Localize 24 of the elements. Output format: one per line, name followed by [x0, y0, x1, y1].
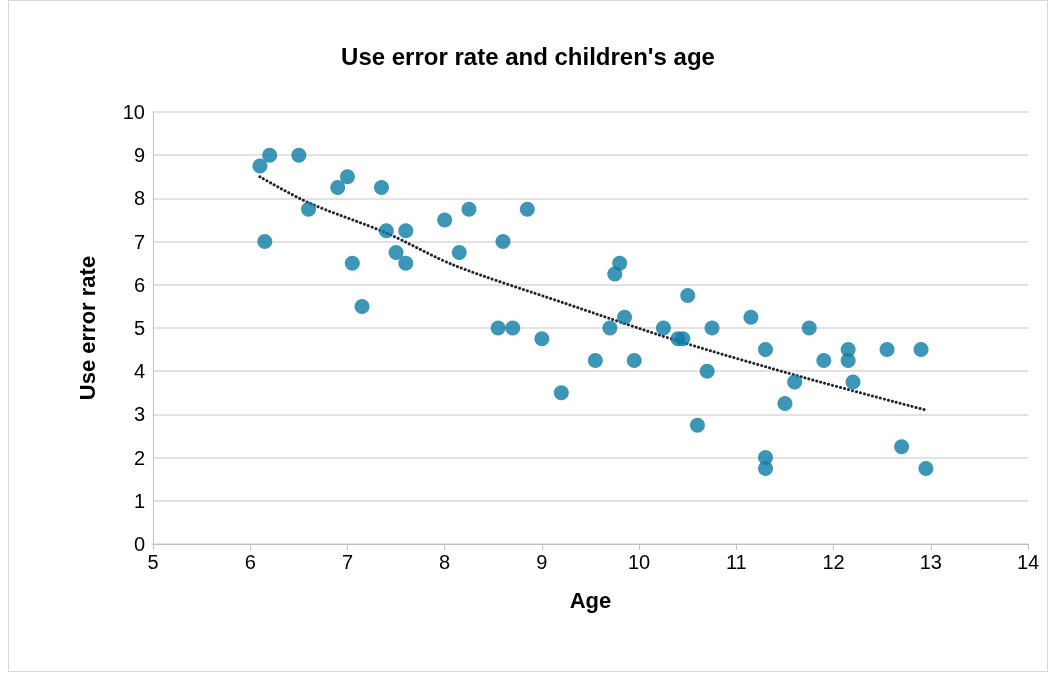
- x-tick-label: 13: [919, 551, 942, 573]
- x-tick-label: 7: [341, 551, 354, 573]
- y-tick-label: 3: [133, 403, 145, 426]
- x-tick-label: 6: [244, 551, 256, 573]
- x-tick-label: 12: [822, 551, 845, 573]
- x-tick-label: 5: [147, 551, 159, 573]
- y-tick-label: 9: [133, 144, 145, 167]
- y-tick-label: 8: [133, 187, 145, 210]
- chart-title: Use error rate and children's age: [341, 42, 715, 70]
- y-tick-label: 4: [133, 360, 145, 383]
- y-tick-label: 10: [122, 101, 145, 123]
- x-tick-label: 8: [439, 551, 451, 573]
- x-tick-label: 10: [627, 551, 651, 573]
- x-tick-label: 14: [1016, 551, 1040, 573]
- y-tick-label: 7: [133, 230, 145, 253]
- x-axis-title: Age: [569, 587, 612, 613]
- y-axis-title: Use error rate: [74, 255, 100, 401]
- y-tick-label: 5: [133, 317, 145, 339]
- y-tick-label: 1: [133, 489, 145, 512]
- y-tick-label: 0: [133, 533, 145, 555]
- y-tick-label: 2: [133, 446, 145, 469]
- x-tick-label: 11: [725, 551, 747, 573]
- y-tick-label: 6: [133, 273, 145, 296]
- x-tick-label: 9: [536, 551, 548, 573]
